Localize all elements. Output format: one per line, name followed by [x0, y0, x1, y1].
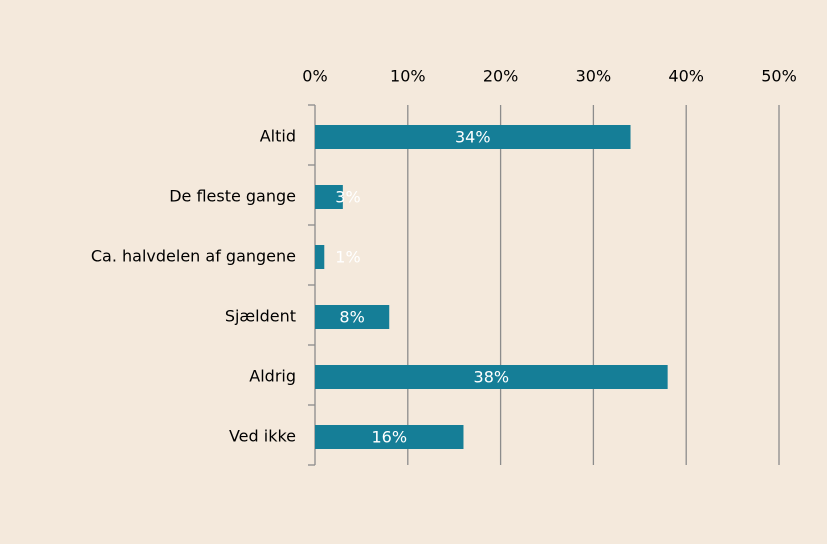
bar	[315, 245, 325, 269]
bar	[315, 125, 631, 149]
value-label: 8%	[339, 308, 364, 327]
x-tick-label: 0%	[302, 67, 327, 86]
y-tick-label: Sjældent	[225, 307, 296, 326]
value-label: 34%	[455, 128, 491, 147]
bar	[315, 305, 390, 329]
y-tick-label: Altid	[260, 127, 296, 146]
value-label: 1%	[335, 248, 360, 267]
y-tick-label: Ca. halvdelen af gangene	[91, 247, 296, 266]
x-tick-label: 10%	[390, 67, 426, 86]
x-tick-label: 20%	[483, 67, 519, 86]
y-tick-label: Ved ikke	[229, 427, 296, 446]
value-label: 3%	[335, 188, 360, 207]
bar	[315, 185, 343, 209]
x-tick-label: 40%	[668, 67, 704, 86]
x-tick-label: 50%	[761, 67, 797, 86]
bar	[315, 365, 668, 389]
x-tick-label: 30%	[576, 67, 612, 86]
value-label: 38%	[474, 368, 510, 387]
value-label: 16%	[371, 428, 407, 447]
y-tick-label: De fleste gange	[169, 187, 296, 206]
y-tick-label: Aldrig	[249, 367, 296, 386]
bar	[315, 425, 464, 449]
